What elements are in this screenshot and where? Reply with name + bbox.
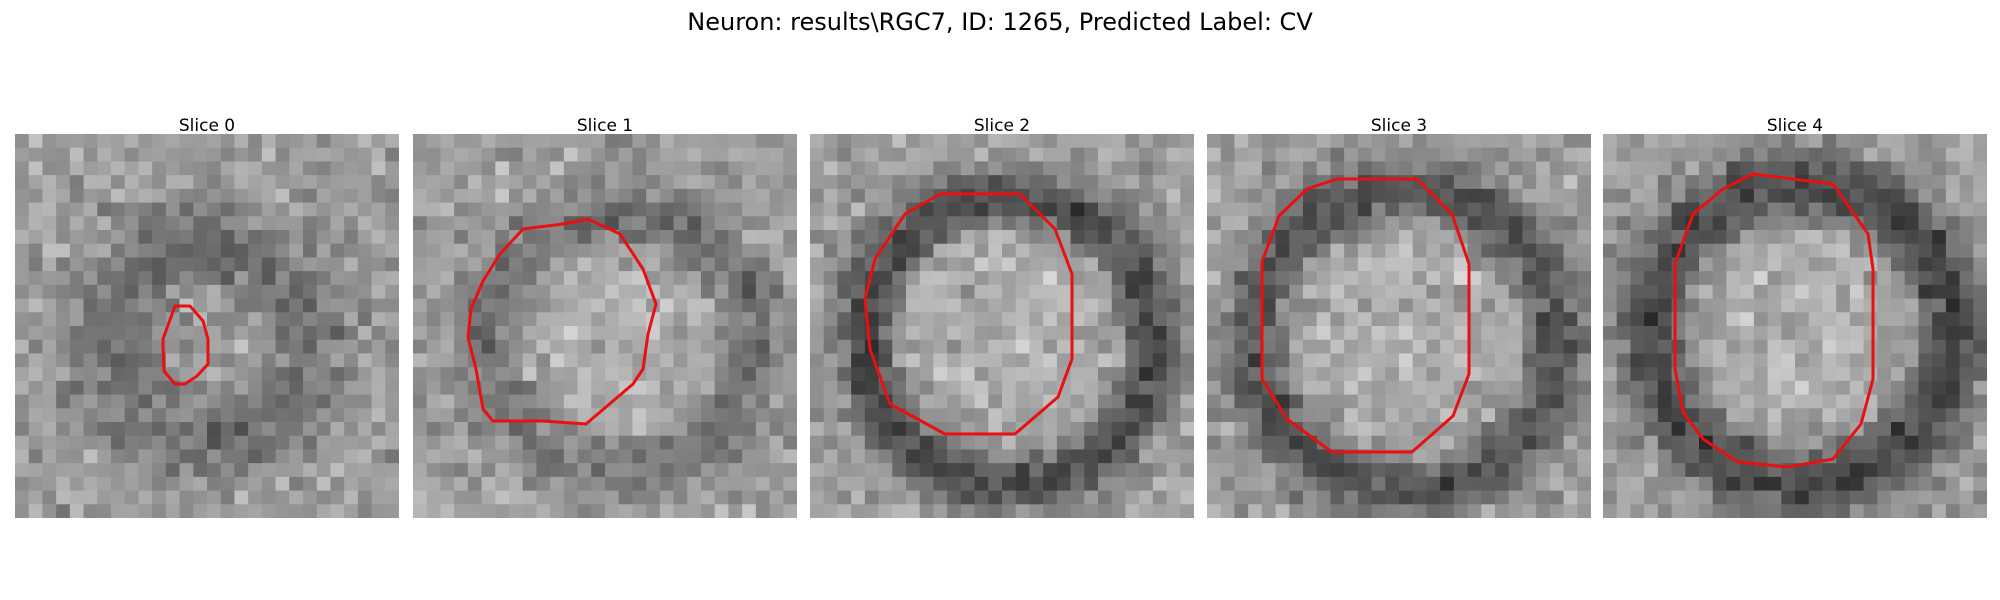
slice-panel-0: Slice 0 (15, 116, 399, 518)
segmentation-contour (466, 217, 658, 426)
slice-title-1: Slice 1 (576, 116, 634, 136)
slice-image-0 (15, 134, 399, 518)
segmentation-contour (161, 304, 210, 386)
slice-title-4: Slice 4 (1766, 116, 1824, 136)
slice-image-2 (810, 134, 1194, 518)
slice-image-3 (1207, 134, 1591, 518)
slice-title-3: Slice 3 (1370, 116, 1428, 136)
segmentation-contour (863, 192, 1074, 436)
slice-title-2: Slice 2 (973, 116, 1031, 136)
figure-title: Neuron: results\RGC7, ID: 1265, Predicte… (687, 8, 1313, 36)
slice-panel-2: Slice 2 (810, 116, 1194, 518)
segmentation-contour (1260, 177, 1471, 454)
slice-image-4 (1603, 134, 1987, 518)
slice-panel-3: Slice 3 (1207, 116, 1591, 518)
slice-title-0: Slice 0 (178, 116, 236, 136)
slice-panel-4: Slice 4 (1603, 116, 1987, 518)
slice-image-1 (413, 134, 797, 518)
slice-panel-1: Slice 1 (413, 116, 797, 518)
segmentation-contour (1673, 172, 1875, 469)
